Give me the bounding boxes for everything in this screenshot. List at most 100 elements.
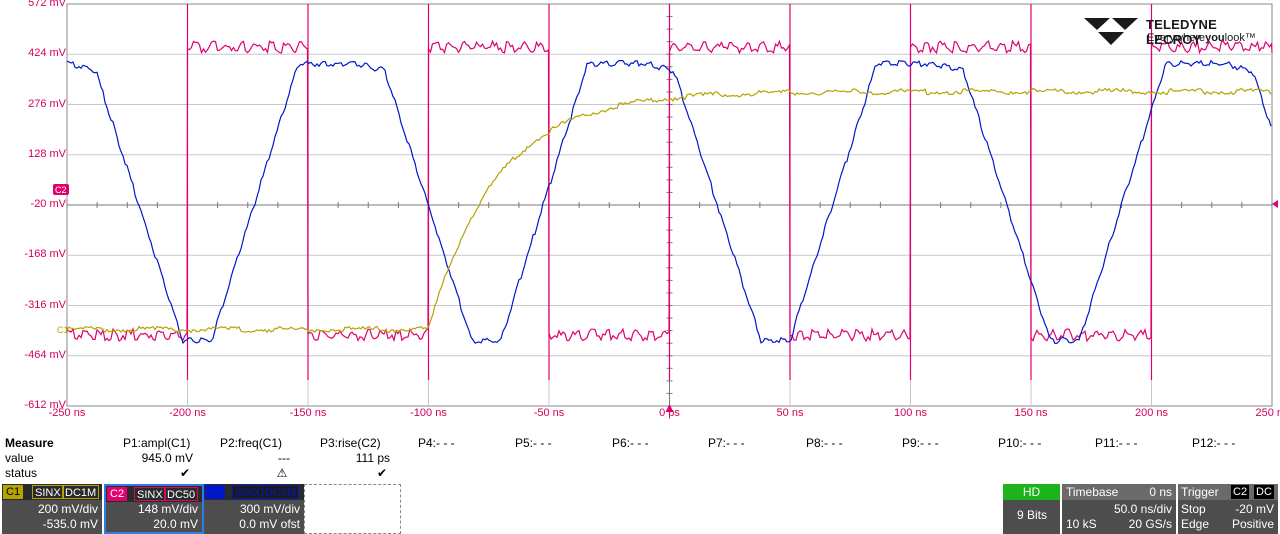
c2-marker-box	[53, 184, 69, 195]
y-tick-label: -612 mV	[24, 399, 66, 411]
empty-channel-slot[interactable]	[304, 484, 401, 534]
param-value-p2: ---	[278, 451, 290, 465]
c2-coupling-dc: DC50	[164, 487, 199, 501]
hd-box[interactable]: HD 9 Bits	[1003, 484, 1060, 534]
param-name-p3[interactable]: P3:rise(C2)	[320, 436, 381, 450]
trigger-box[interactable]: Trigger C2 DC Stop -20 mV Edge Positive	[1178, 484, 1278, 534]
c2-coupling-sinx: SINX	[134, 487, 166, 501]
c1-tag: C1	[3, 485, 24, 499]
param-name-p5[interactable]: P5:- - -	[515, 436, 552, 450]
param-name-p4[interactable]: P4:- - -	[418, 436, 455, 450]
y-tick-label: -464 mV	[24, 348, 66, 361]
measure-header-row: Measure P1:ampl(C1) P2:freq(C1) P3:rise(C2…	[0, 436, 1280, 451]
trigger-level: -20 mV	[1235, 502, 1274, 516]
y-tick-label: -20 mV	[30, 198, 66, 210]
timebase-samples: 10 kS	[1066, 517, 1097, 531]
timebase-box[interactable]: Timebase 0 ns 50.0 ns/div 10 kS 20 GS/s	[1062, 484, 1176, 534]
trigger-slope: Positive	[1231, 517, 1274, 531]
measure-title[interactable]: Measure	[5, 436, 54, 450]
c2-tag: C2	[107, 487, 128, 501]
brand-name: TELEDYNE LECROY	[1146, 17, 1217, 47]
param-name-p12[interactable]: P12:- - -	[1192, 436, 1236, 450]
c3-tag: C3	[205, 485, 226, 499]
x-tick-label: -50 ns	[533, 407, 565, 419]
param-value-p1: 945.0 mV	[141, 451, 193, 465]
y-tick-label: -168 mV	[24, 248, 66, 261]
waveform-display[interactable]: C1 C2	[0, 0, 1280, 434]
channel-descriptors: C1 SINX DC1M 200 mV/div -535.0 mV C2 SIN…	[0, 484, 1280, 534]
c2-offset-marker: C2	[55, 185, 67, 195]
trace-c1	[66, 87, 1272, 334]
param-name-p11[interactable]: P11:- - -	[1095, 436, 1138, 450]
c2-vdiv: 148 mV/div	[137, 502, 198, 516]
timebase-label: Timebase	[1066, 485, 1119, 499]
y-tick-label: 424 mV	[28, 47, 66, 60]
x-tick-label: 100 ns	[893, 407, 928, 419]
trigger-time-marker	[665, 404, 674, 412]
y-tick-label: 128 mV	[28, 147, 66, 160]
c1-vdiv: 200 mV/div	[37, 502, 98, 516]
trigger-coupling: DC	[1254, 485, 1274, 499]
x-tick-label: -250 ns	[48, 407, 86, 419]
channel-c3-header: C3 SINX DC1M	[204, 484, 304, 500]
timebase-rate: 20 GS/s	[1128, 517, 1172, 531]
param-name-p10[interactable]: P10:- - -	[998, 436, 1042, 450]
channel-c2-header: C2 SINX DC50	[106, 486, 202, 502]
x-tick-label: -150 ns	[289, 407, 327, 419]
c1-offset-marker: C1	[57, 325, 69, 335]
x-tick-label: 0 ps	[659, 407, 680, 419]
c1-offset: -535.0 mV	[42, 517, 98, 531]
param-name-p8[interactable]: P8:- - -	[806, 436, 843, 450]
y-tick-label: -316 mV	[24, 298, 66, 311]
x-tick-label: -200 ns	[169, 407, 206, 419]
c1-coupling-dc: DC1M	[62, 485, 100, 499]
c3-coupling-sinx: SINX	[232, 485, 264, 499]
trigger-label: Trigger	[1181, 485, 1219, 499]
c1-coupling-sinx: SINX	[32, 485, 64, 499]
y-tick-label: 572 mV	[28, 0, 66, 9]
measure-value-row: value 945.0 mV --- 111 ps	[0, 451, 1280, 466]
channel-c2-descriptor[interactable]: C2 SINX DC50 148 mV/div 20.0 mV	[104, 484, 204, 534]
status-icon-p2: ⚠	[276, 466, 288, 480]
trigger-mode: Stop	[1181, 502, 1206, 516]
x-tick-label: 250 ns	[1255, 407, 1280, 419]
value-row-label: value	[5, 451, 34, 465]
hd-label: HD	[1003, 484, 1060, 500]
y-tick-label: 276 mV	[28, 97, 66, 110]
channel-c3-descriptor[interactable]: C3 SINX DC1M 300 mV/div 0.0 mV ofst	[204, 484, 304, 534]
x-tick-label: 150 ns	[1014, 407, 1048, 419]
hd-bits: 9 Bits	[1017, 508, 1048, 522]
timebase-tdiv: 50.0 ns/div	[1113, 502, 1172, 516]
x-tick-label: -100 ns	[410, 407, 447, 419]
lecroy-logo-icon	[1084, 18, 1138, 45]
status-row-label: status	[5, 466, 38, 480]
c2-offset: 20.0 mV	[153, 517, 198, 531]
c3-vdiv: 300 mV/div	[239, 502, 300, 516]
teledyne-lecroy-logo: TELEDYNE LECROY Everywhereyoulook™	[1082, 16, 1272, 48]
c3-offset: 0.0 mV ofst	[239, 517, 300, 531]
channel-c1-header: C1 SINX DC1M	[2, 484, 102, 500]
measure-table[interactable]: Measure P1:ampl(C1) P2:freq(C1) P3:rise(C2…	[0, 436, 1280, 484]
param-name-p7[interactable]: P7:- - -	[708, 436, 745, 450]
param-value-p3: 111 ps	[355, 451, 390, 465]
trigger-type: Edge	[1181, 517, 1210, 531]
brand-tagline: Everywhereyoulook™	[1147, 32, 1256, 44]
param-name-p6[interactable]: P6:- - -	[612, 436, 649, 450]
param-name-p2[interactable]: P2:freq(C1)	[220, 436, 283, 450]
trigger-level-marker	[1272, 200, 1278, 208]
status-icon-p3: ✔	[376, 466, 388, 480]
trace-c3	[66, 59, 1272, 345]
measure-status-row: status ✔ ⚠ ✔	[0, 466, 1280, 481]
graticule: C1 C2	[53, 3, 1278, 412]
param-name-p1[interactable]: P1:ampl(C1)	[123, 436, 191, 450]
status-icon-p1: ✔	[179, 466, 191, 480]
x-tick-label: 50 ns	[776, 407, 804, 419]
x-tick-label: 200 ns	[1134, 407, 1169, 419]
timebase-delay: 0 ns	[1149, 485, 1172, 499]
timebase-header: Timebase 0 ns	[1062, 484, 1176, 500]
trigger-source: C2	[1231, 485, 1250, 499]
trigger-header: Trigger C2 DC	[1178, 484, 1278, 500]
param-name-p9[interactable]: P9:- - -	[902, 436, 939, 450]
c3-coupling-dc: DC1M	[262, 485, 300, 499]
channel-c1-descriptor[interactable]: C1 SINX DC1M 200 mV/div -535.0 mV	[2, 484, 102, 534]
